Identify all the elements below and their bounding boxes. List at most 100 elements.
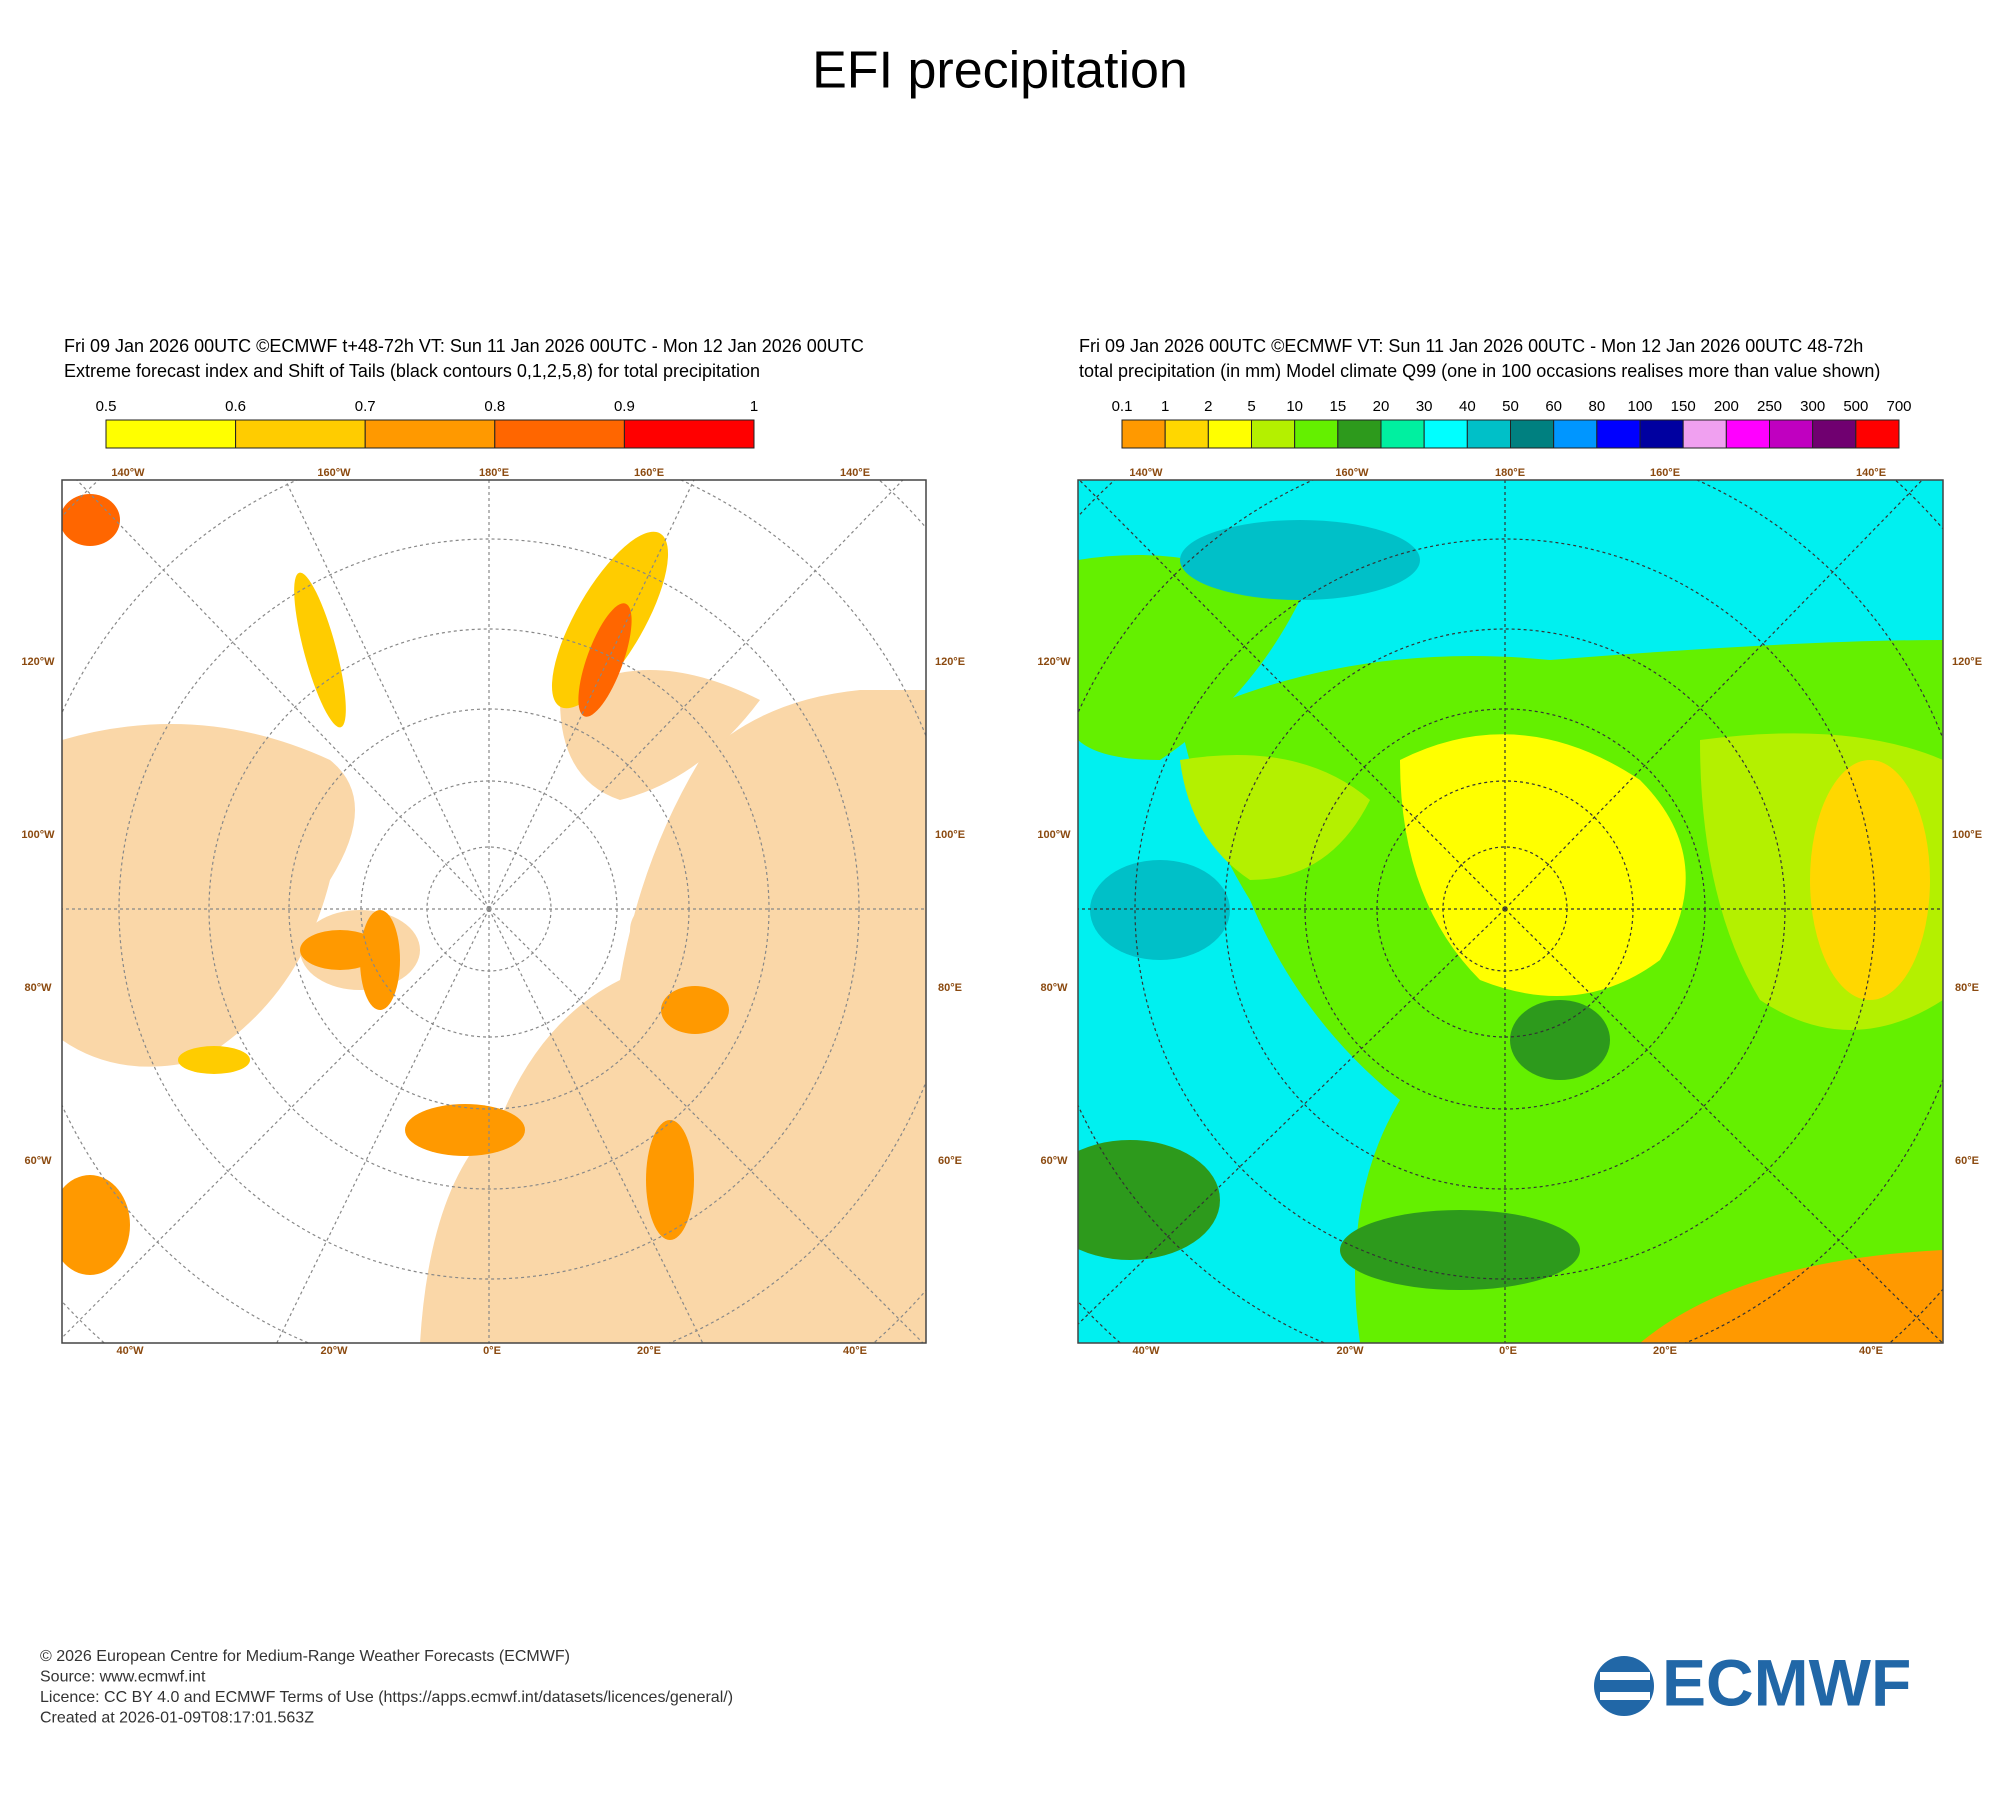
colorbar-label: 40 — [1459, 398, 1476, 415]
colorbar-label: 0.7 — [355, 398, 376, 415]
lon-label: 40°E — [1859, 1345, 1883, 1357]
colorbar-label: 0.9 — [614, 398, 635, 415]
panel-header: total precipitation (in mm) Model climat… — [1079, 361, 1880, 381]
lon-label: 100°W — [1037, 829, 1071, 841]
lon-label: 20°E — [1653, 1345, 1677, 1357]
lon-label: 140°W — [111, 467, 145, 479]
colorbar-label: 0.1 — [1112, 398, 1133, 415]
footer-line: Created at 2026-01-09T08:17:01.563Z — [40, 1710, 314, 1727]
colorbar-box — [1337, 419, 1382, 449]
lon-label: 160°E — [634, 467, 664, 479]
lon-label: 120°W — [21, 656, 55, 668]
title: EFI precipitation — [812, 42, 1188, 100]
colorbar-label: 60 — [1545, 398, 1562, 415]
colorbar-box — [623, 419, 755, 449]
lon-label: 80°W — [1040, 982, 1068, 994]
lon-label: 0°E — [1499, 1345, 1517, 1357]
colorbar-box — [1639, 419, 1684, 449]
footer-line: Licence: CC BY 4.0 and ECMWF Terms of Us… — [40, 1689, 733, 1706]
colorbar-label: 50 — [1502, 398, 1519, 415]
colorbar-label: 5 — [1247, 398, 1255, 415]
colorbar-label: 0.6 — [225, 398, 246, 415]
lon-label: 20°W — [1336, 1345, 1364, 1357]
lon-label: 140°E — [840, 467, 870, 479]
colorbar-box — [105, 419, 237, 449]
colorbar-box — [1380, 419, 1425, 449]
colorbar-label: 30 — [1416, 398, 1433, 415]
lon-label: 160°W — [1335, 467, 1369, 479]
colorbar-label: 2 — [1204, 398, 1212, 415]
panel-header: Fri 09 Jan 2026 00UTC ©ECMWF VT: Sun 11 … — [1079, 336, 1863, 356]
lon-label: 60°W — [1040, 1155, 1068, 1167]
logo: ECMWF — [1594, 1645, 1911, 1719]
colorbar-box — [1164, 419, 1209, 449]
colorbar-box — [235, 419, 366, 449]
colorbar-box — [1596, 419, 1641, 449]
map-frame — [1077, 479, 1944, 1344]
lon-label: 20°W — [320, 1345, 348, 1357]
lon-label: 20°E — [637, 1345, 661, 1357]
colorbar-box — [1251, 419, 1296, 449]
colorbar-box — [1294, 419, 1339, 449]
lon-label: 60°W — [24, 1155, 52, 1167]
lon-label: 100°E — [935, 829, 965, 841]
lon-label: 180°E — [1495, 467, 1525, 479]
lon-label: 100°E — [1952, 829, 1982, 841]
colorbar-label: 0.5 — [96, 398, 117, 415]
colorbar-label: 200 — [1714, 398, 1739, 415]
lon-label: 40°W — [116, 1345, 144, 1357]
colorbar-box — [1769, 419, 1814, 449]
colorbar-label: 15 — [1329, 398, 1346, 415]
colorbar-box — [494, 419, 625, 449]
colorbar-label: 80 — [1588, 398, 1605, 415]
colorbar-box — [1207, 419, 1253, 449]
precip-map — [1078, 480, 1943, 1343]
colorbar-label: 150 — [1671, 398, 1696, 415]
panel-header: Extreme forecast index and Shift of Tail… — [64, 361, 760, 381]
colorbar-box — [1553, 419, 1598, 449]
colorbar-label: 1 — [1161, 398, 1169, 415]
lon-label: 160°E — [1650, 467, 1680, 479]
colorbar-label: 300 — [1800, 398, 1825, 415]
colorbar-box — [1682, 419, 1727, 449]
logo-text: ECMWF — [1662, 1645, 1911, 1719]
lon-label: 0°E — [483, 1345, 501, 1357]
colorbar-label: 500 — [1843, 398, 1868, 415]
colorbar-label: 100 — [1627, 398, 1652, 415]
lon-label: 80°W — [24, 982, 52, 994]
colorbar-box — [1423, 419, 1468, 449]
colorbar-label: 0.8 — [484, 398, 505, 415]
colorbar-label: 1 — [750, 398, 758, 415]
lon-label: 180°E — [479, 467, 509, 479]
lon-label: 80°E — [938, 982, 962, 994]
lon-label: 120°W — [1037, 656, 1071, 668]
map-frame — [61, 479, 927, 1344]
lon-label: 60°E — [1955, 1155, 1979, 1167]
panel-header: Fri 09 Jan 2026 00UTC ©ECMWF t+48-72h VT… — [64, 336, 864, 356]
lon-label: 60°E — [938, 1155, 962, 1167]
colorbar-box — [1121, 419, 1166, 449]
footer-line: Source: www.ecmwf.int — [40, 1669, 206, 1686]
lon-label: 160°W — [317, 467, 351, 479]
colorbar-box — [1510, 419, 1555, 449]
colorbar-label: 20 — [1373, 398, 1390, 415]
lon-label: 120°E — [935, 656, 965, 668]
colorbar-label: 10 — [1286, 398, 1303, 415]
lon-label: 120°E — [1952, 656, 1982, 668]
colorbar-label: 700 — [1886, 398, 1911, 415]
lon-label: 80°E — [1955, 982, 1979, 994]
colorbar-box — [1725, 419, 1771, 449]
colorbar-box — [1466, 419, 1512, 449]
colorbar-box — [1812, 419, 1857, 449]
lon-label: 40°E — [843, 1345, 867, 1357]
colorbar-label: 250 — [1757, 398, 1782, 415]
efi-map — [62, 480, 926, 1343]
colorbar-box — [1855, 419, 1900, 449]
lon-label: 100°W — [21, 829, 55, 841]
footer-line: © 2026 European Centre for Medium-Range … — [40, 1648, 570, 1665]
colorbar-box — [364, 419, 496, 449]
lon-label: 140°W — [1129, 467, 1163, 479]
lon-label: 40°W — [1132, 1345, 1160, 1357]
lon-label: 140°E — [1856, 467, 1886, 479]
